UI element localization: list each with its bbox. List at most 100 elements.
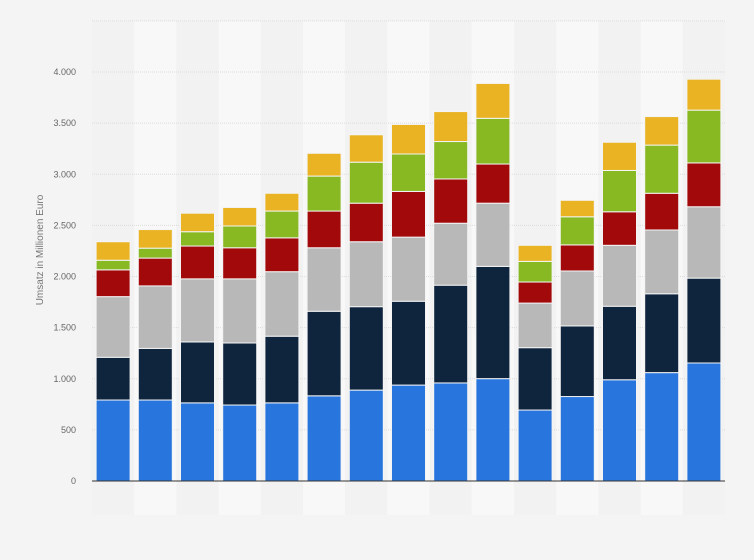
- bar-segment-series-2: [95, 356, 131, 401]
- bar-stack: [559, 199, 595, 482]
- bar-segment-series-2: [222, 342, 258, 406]
- bar-segment-series-6: [559, 199, 595, 218]
- bar-stack: [433, 111, 469, 482]
- bar-segment-series-3: [264, 271, 300, 337]
- bar-segment-series-1: [137, 399, 173, 482]
- bar-stack: [180, 212, 215, 482]
- bar-segment-series-2: [644, 293, 680, 374]
- bar-stack: [391, 123, 426, 482]
- bar-segment-series-1: [95, 399, 131, 482]
- y-axis-ticks: 0 500 1.000 1.500 2.000 2.500 3.000 3.500 4.000: [53, 67, 76, 486]
- bar-segment-series-6: [180, 212, 215, 233]
- bar-segment-series-6: [264, 192, 300, 212]
- bar-segment-series-6: [391, 123, 426, 155]
- bar-segment-series-4: [180, 245, 215, 280]
- bar-segment-series-4: [475, 163, 511, 204]
- bar-segment-series-6: [433, 111, 469, 143]
- bar-segment-series-4: [348, 202, 384, 243]
- bar-segment-series-2: [391, 300, 426, 386]
- bar-segment-series-2: [348, 306, 384, 391]
- bar-segment-series-4: [433, 178, 469, 224]
- bar-segment-series-3: [475, 202, 511, 267]
- y-tick-label: 500: [61, 425, 76, 435]
- bar-segment-series-5: [559, 216, 595, 246]
- bar-stack: [306, 152, 342, 482]
- bar-segment-series-6: [475, 82, 511, 119]
- bar-segment-series-3: [222, 278, 258, 344]
- bar-segment-series-1: [644, 372, 680, 482]
- bar-segment-series-3: [644, 229, 680, 295]
- bar-stack: [686, 78, 722, 482]
- bar-segment-series-2: [475, 265, 511, 380]
- bar-segment-series-4: [137, 257, 173, 287]
- y-tick-label: 2.000: [53, 272, 76, 282]
- bar-segment-series-5: [517, 260, 553, 283]
- bar-segment-series-1: [391, 384, 426, 482]
- bar-segment-series-4: [644, 192, 680, 231]
- bar-segment-series-1: [686, 362, 722, 482]
- bar-segment-series-3: [559, 270, 595, 327]
- y-tick-label: 3.500: [53, 118, 76, 128]
- bar-segment-series-6: [602, 141, 637, 171]
- bar-segment-series-1: [306, 395, 342, 482]
- bar-segment-series-5: [222, 225, 258, 249]
- y-tick-label: 1.500: [53, 323, 76, 333]
- bar-segment-series-5: [644, 144, 680, 194]
- y-tick-label: 3.000: [53, 169, 76, 179]
- bar-segment-series-1: [222, 404, 258, 482]
- bar-segment-series-4: [559, 244, 595, 272]
- bar-segment-series-3: [686, 206, 722, 279]
- bar-segment-series-2: [517, 347, 553, 411]
- bar-segment-series-5: [475, 117, 511, 165]
- bar-segment-series-6: [222, 206, 258, 227]
- bar-segment-series-5: [137, 247, 173, 259]
- bar-segment-series-5: [348, 161, 384, 204]
- bar-segment-series-1: [559, 396, 595, 482]
- bar-segment-series-2: [264, 335, 300, 404]
- bar-segment-series-5: [180, 231, 215, 247]
- y-axis-title: Umsatz in Millionen Euro: [35, 194, 46, 305]
- bar-segment-series-6: [517, 244, 553, 262]
- bar-segment-series-5: [95, 259, 131, 271]
- bar-segment-series-6: [137, 229, 173, 249]
- bar-segment-series-3: [137, 285, 173, 349]
- bar-segment-series-1: [517, 409, 553, 482]
- bar-segment-series-2: [602, 305, 637, 381]
- bar-segment-series-3: [306, 247, 342, 312]
- bar-stack: [644, 116, 680, 482]
- y-tick-label: 2.500: [53, 220, 76, 230]
- bar-segment-series-6: [306, 152, 342, 177]
- bar-segment-series-4: [95, 269, 131, 298]
- bar-segment-series-3: [180, 278, 215, 343]
- bar-stack: [95, 241, 131, 482]
- bar-segment-series-6: [348, 134, 384, 163]
- bar-segment-series-5: [433, 141, 469, 180]
- bar-segment-series-5: [264, 210, 300, 239]
- bar-segment-series-4: [686, 162, 722, 208]
- bar-stack: [222, 206, 258, 482]
- bar-segment-series-5: [686, 109, 722, 164]
- bar-segment-series-1: [475, 378, 511, 482]
- bar-segment-series-4: [264, 237, 300, 273]
- bar-segment-series-5: [306, 175, 342, 212]
- bar-segment-series-3: [95, 296, 131, 358]
- bar-segment-series-4: [306, 210, 342, 249]
- y-tick-label: 4.000: [53, 67, 76, 77]
- y-tick-label: 0: [71, 476, 76, 486]
- bar-stack: [348, 134, 384, 482]
- bar-segment-series-1: [180, 402, 215, 482]
- bar-segment-series-1: [602, 379, 637, 482]
- bar-segment-series-4: [602, 211, 637, 246]
- bar-segment-series-3: [348, 241, 384, 308]
- bar-segment-series-3: [433, 222, 469, 286]
- bar-segment-series-6: [95, 241, 131, 261]
- bar-segment-series-2: [137, 347, 173, 401]
- bar-segment-series-2: [433, 284, 469, 384]
- bar-segment-series-6: [686, 78, 722, 111]
- bar-segment-series-3: [391, 236, 426, 302]
- y-tick-label: 1.000: [53, 374, 76, 384]
- bars: [95, 78, 722, 482]
- bar-segment-series-2: [306, 310, 342, 397]
- bar-segment-series-2: [559, 325, 595, 398]
- bar-segment-series-4: [222, 247, 258, 280]
